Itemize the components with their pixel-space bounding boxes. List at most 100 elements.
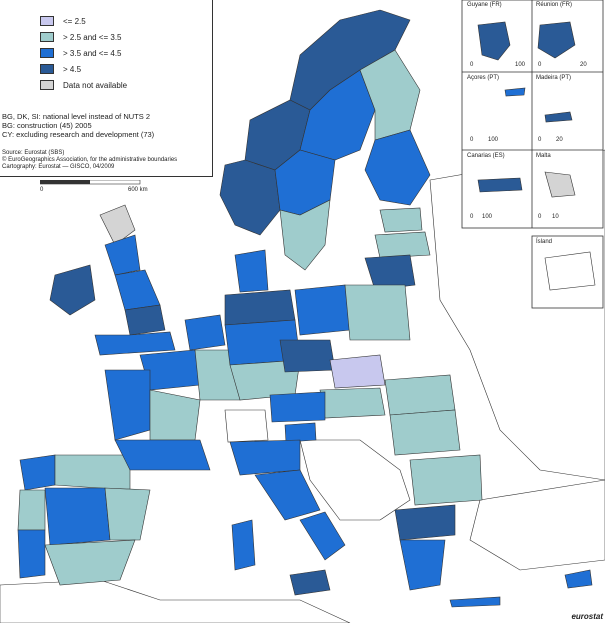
region-spain-south: [44, 539, 136, 586]
region-italy-south: [299, 511, 346, 561]
region-romania-north: [384, 374, 456, 416]
note-line: BG, DK, SI: national level instead of NU…: [2, 112, 150, 121]
baltics: [364, 207, 431, 291]
legend-panel: <= 2.5 > 2.5 and <= 3.5 > 3.5 and <= 4.5…: [0, 0, 213, 177]
inset-territories: [477, 21, 596, 291]
inset-title-reunion: Réunion (FR): [536, 2, 573, 8]
region-greece-north: [394, 504, 456, 541]
iberia: [17, 454, 151, 586]
legend-swatch: [40, 16, 54, 26]
italy: [229, 439, 346, 596]
region-england-north: [114, 269, 161, 311]
region-sweden-south: [279, 199, 331, 271]
scale-start-label: 0: [40, 187, 44, 193]
legend-label: > 4.5: [63, 64, 82, 74]
inset-scale-malta-start: 0: [538, 214, 542, 220]
region-finland-south: [364, 129, 431, 206]
scale-bar: 0 600 km: [40, 180, 148, 193]
region-lithuania: [364, 254, 416, 291]
france-benelux: [104, 314, 241, 471]
greece: [394, 504, 593, 608]
legend-item: Data not available: [40, 80, 127, 90]
inset-scale-acores-start: 0: [470, 137, 474, 143]
legend-label: Data not available: [63, 80, 128, 90]
inset-scale-reunion-end: 20: [580, 62, 587, 68]
inset-title-island: Ísland: [536, 239, 553, 245]
source-line: Source: Eurostat (SBS): [2, 150, 65, 156]
legend-swatch: [40, 32, 54, 42]
inset-scale-guyane-end: 100: [515, 62, 526, 68]
british-isles: [49, 204, 176, 356]
region-france-central: [149, 389, 201, 441]
region-england-south: [94, 331, 176, 356]
scandinavia: [219, 9, 431, 271]
scale-bar-graphic: [40, 180, 141, 185]
inset-canarias-shape: [477, 177, 523, 193]
legend-item: > 4.5: [40, 64, 81, 74]
region-crete: [449, 596, 501, 608]
region-spain-central: [44, 487, 111, 546]
region-austria: [269, 391, 326, 423]
southeast: [384, 374, 483, 506]
legend-item: > 2.5 and <= 3.5: [40, 32, 122, 42]
inset-madeira-shape: [544, 111, 573, 123]
region-slovakia: [329, 354, 386, 389]
map-notes: BG, DK, SI: national level instead of NU…: [2, 112, 154, 139]
inset-malta-shape: [544, 171, 576, 198]
scale-end-label: 600 km: [128, 187, 148, 193]
legend-item: > 3.5 and <= 4.5: [40, 48, 122, 58]
inset-island-shape: [544, 251, 596, 291]
region-czechia: [279, 339, 336, 373]
region-scotland-south: [104, 234, 141, 276]
legend-label: > 3.5 and <= 4.5: [63, 48, 122, 58]
region-greece-south: [399, 539, 446, 591]
region-switzerland: [224, 409, 269, 443]
inset-title-canarias: Canarias (ES): [467, 153, 505, 159]
inset-scale-canarias-end: 100: [482, 214, 493, 220]
turkey-land: [469, 479, 605, 571]
legend-item: <= 2.5: [40, 16, 86, 26]
region-spain-east: [104, 487, 151, 541]
inset-acores-shape: [504, 87, 526, 97]
region-sicily: [289, 569, 331, 596]
region-france-west: [104, 369, 151, 441]
inset-guyane-shape: [477, 21, 511, 61]
region-slovenia: [284, 422, 317, 443]
inset-scale-canarias-start: 0: [470, 214, 474, 220]
region-hungary: [319, 387, 386, 419]
region-estonia: [379, 207, 423, 233]
region-france-south: [114, 439, 211, 471]
region-poland-west: [294, 284, 351, 336]
non-eu-land: [0, 149, 605, 623]
inset-scale-reunion-start: 0: [538, 62, 542, 68]
inset-scale-guyane-start: 0: [470, 62, 474, 68]
region-norway-south: [219, 159, 281, 236]
legend-swatch: [40, 48, 54, 58]
region-bulgaria: [409, 454, 483, 506]
inset-title-malta: Malta: [536, 153, 551, 159]
source-credits: Source: Eurostat (SBS) © EuroGeographics…: [2, 150, 177, 171]
inset-scale-madeira-start: 0: [538, 137, 542, 143]
central-europe: [224, 249, 411, 443]
region-latvia: [374, 231, 431, 259]
legend-swatch: [40, 64, 54, 74]
inset-reunion-shape: [537, 21, 576, 59]
inset-title-acores: Açores (PT): [467, 75, 500, 81]
region-scotland-north: [99, 204, 136, 246]
inset-title-guyane: Guyane (FR): [467, 2, 502, 8]
region-romania-south: [389, 409, 461, 456]
region-cyprus: [564, 569, 593, 589]
inset-title-madeira: Madeira (PT): [536, 75, 572, 81]
region-germany-north: [224, 289, 296, 326]
legend-swatch: [40, 80, 54, 90]
region-england-mid: [124, 304, 166, 336]
eurostat-logo: eurostat: [571, 612, 603, 621]
note-line: CY: excluding research and development (…: [2, 130, 155, 139]
region-galicia: [19, 454, 56, 491]
source-line: © EuroGeographics Association, for the a…: [2, 157, 178, 163]
region-portugal-north: [17, 489, 46, 531]
region-italy-central: [254, 469, 321, 521]
legend-label: <= 2.5: [63, 16, 86, 26]
region-ireland: [49, 264, 96, 316]
